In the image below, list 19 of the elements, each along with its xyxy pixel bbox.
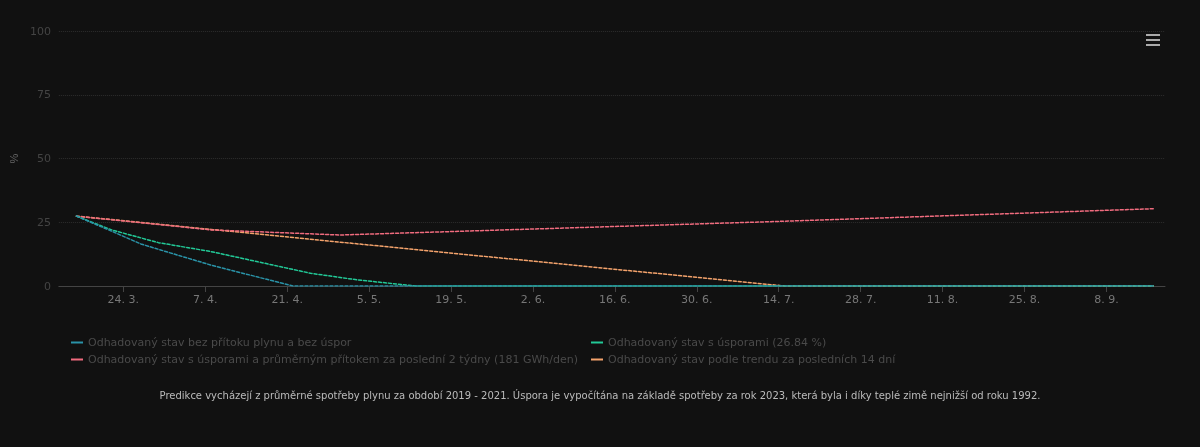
x-tick-label: 2. 6. xyxy=(520,293,546,306)
line-series xyxy=(75,207,1155,236)
x-tick-label: 21. 4. xyxy=(271,293,303,306)
y-axis-title: % xyxy=(7,153,20,164)
legend-label: Odhadovaný stav bez přítoku plynu a bez úspor xyxy=(88,336,352,349)
legend-label: Odhadovaný stav s úsporami (26.84 %) xyxy=(608,336,827,349)
x-tick-label: 8. 9. xyxy=(1094,293,1119,306)
line-series xyxy=(75,215,1155,287)
x-tick-label: 30. 6. xyxy=(681,293,713,306)
x-tick-label: 28. 7. xyxy=(844,293,877,306)
x-tick-label: 7. 4. xyxy=(192,293,218,306)
x-tick-label: 19. 5. xyxy=(435,293,467,306)
x-tick-label: 24. 3. xyxy=(107,293,140,306)
x-tick-label: 25. 8. xyxy=(1008,293,1041,306)
x-tick-label: 11. 8. xyxy=(926,293,959,306)
text: Predikce vycházejí z průměrné spotřeby plynu za období 2019 - 2021. Úspora je vypočítána na základě spotřeby za rok 2023, která byla i díky teplé zimě nejnižší od roku 1992. xyxy=(159,388,1041,401)
x-tick-label: 5. 5. xyxy=(356,293,382,306)
x-tick-label: 14. 7. xyxy=(762,293,795,306)
x-tick-label: 16. 6. xyxy=(599,293,631,306)
